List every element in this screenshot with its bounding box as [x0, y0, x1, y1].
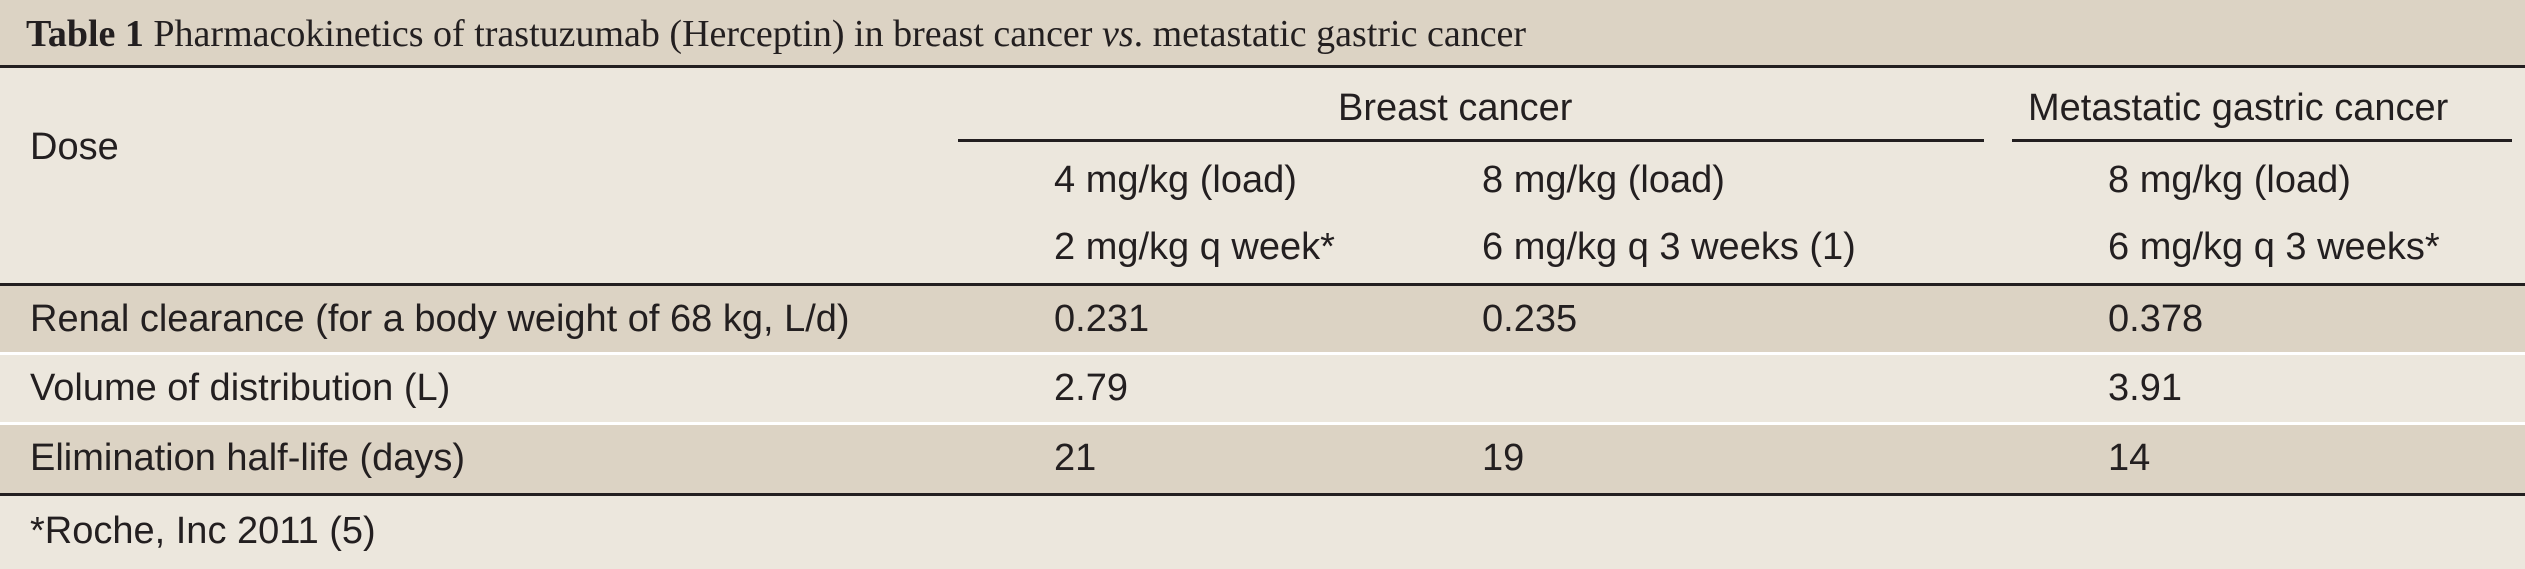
row-1-value-2: 0.235: [1482, 298, 1578, 340]
title-text-after: . metastatic gastric cancer: [1133, 13, 1527, 55]
row-1-label: Renal clearance (for a body weight of 68…: [30, 298, 850, 340]
regimen-1-line2: 2 mg/kg q week*: [1054, 226, 1335, 268]
table-row: Renal clearance (for a body weight of 68…: [0, 286, 2525, 352]
regimen-2-line1: 8 mg/kg (load): [1482, 159, 1725, 201]
table-row: Elimination half-life (days) 21 19 14: [0, 425, 2525, 493]
title-vs: vs: [1101, 13, 1134, 55]
row-3-value-2: 19: [1482, 437, 1525, 479]
row-2-value-3: 3.91: [2108, 367, 2182, 409]
header-bottom-rule: [0, 283, 2525, 286]
table-bottom-rule: [0, 493, 2525, 496]
table-label: Table 1: [26, 13, 144, 55]
regimen-3-line1: 8 mg/kg (load): [2108, 159, 2351, 201]
table-footnote: *Roche, Inc 2011 (5): [30, 510, 376, 552]
row-1-value-1: 0.231: [1054, 298, 1150, 340]
header-breast-cancer: Breast cancer: [1338, 87, 1573, 129]
row-separator: [0, 422, 2525, 425]
header-dose: Dose: [30, 126, 119, 168]
row-3-label: Elimination half-life (days): [30, 437, 466, 479]
row-2-value-1: 2.79: [1054, 367, 1128, 409]
gastric-cancer-rule: [2012, 139, 2512, 142]
row-2-label: Volume of distribution (L): [30, 367, 451, 409]
regimen-2-line2: 6 mg/kg q 3 weeks (1): [1482, 226, 1856, 268]
row-separator: [0, 352, 2525, 355]
table-title-bar: Table 1 Pharmacokinetics of trastuzumab …: [0, 0, 2525, 68]
row-3-value-1: 21: [1054, 437, 1097, 479]
table-row: Volume of distribution (L) 2.79 3.91: [0, 355, 2525, 422]
regimen-3-line2: 6 mg/kg q 3 weeks*: [2108, 226, 2440, 268]
header-metastatic-gastric-cancer: Metastatic gastric cancer: [2028, 87, 2449, 129]
row-3-value-3: 14: [2108, 437, 2151, 479]
title-text-before: Pharmacokinetics of trastuzumab (Hercept…: [143, 13, 1102, 55]
breast-cancer-rule: [958, 139, 1984, 142]
regimen-1-line1: 4 mg/kg (load): [1054, 159, 1297, 201]
table-title: Table 1 Pharmacokinetics of trastuzumab …: [26, 12, 1526, 56]
row-1-value-3: 0.378: [2108, 298, 2204, 340]
